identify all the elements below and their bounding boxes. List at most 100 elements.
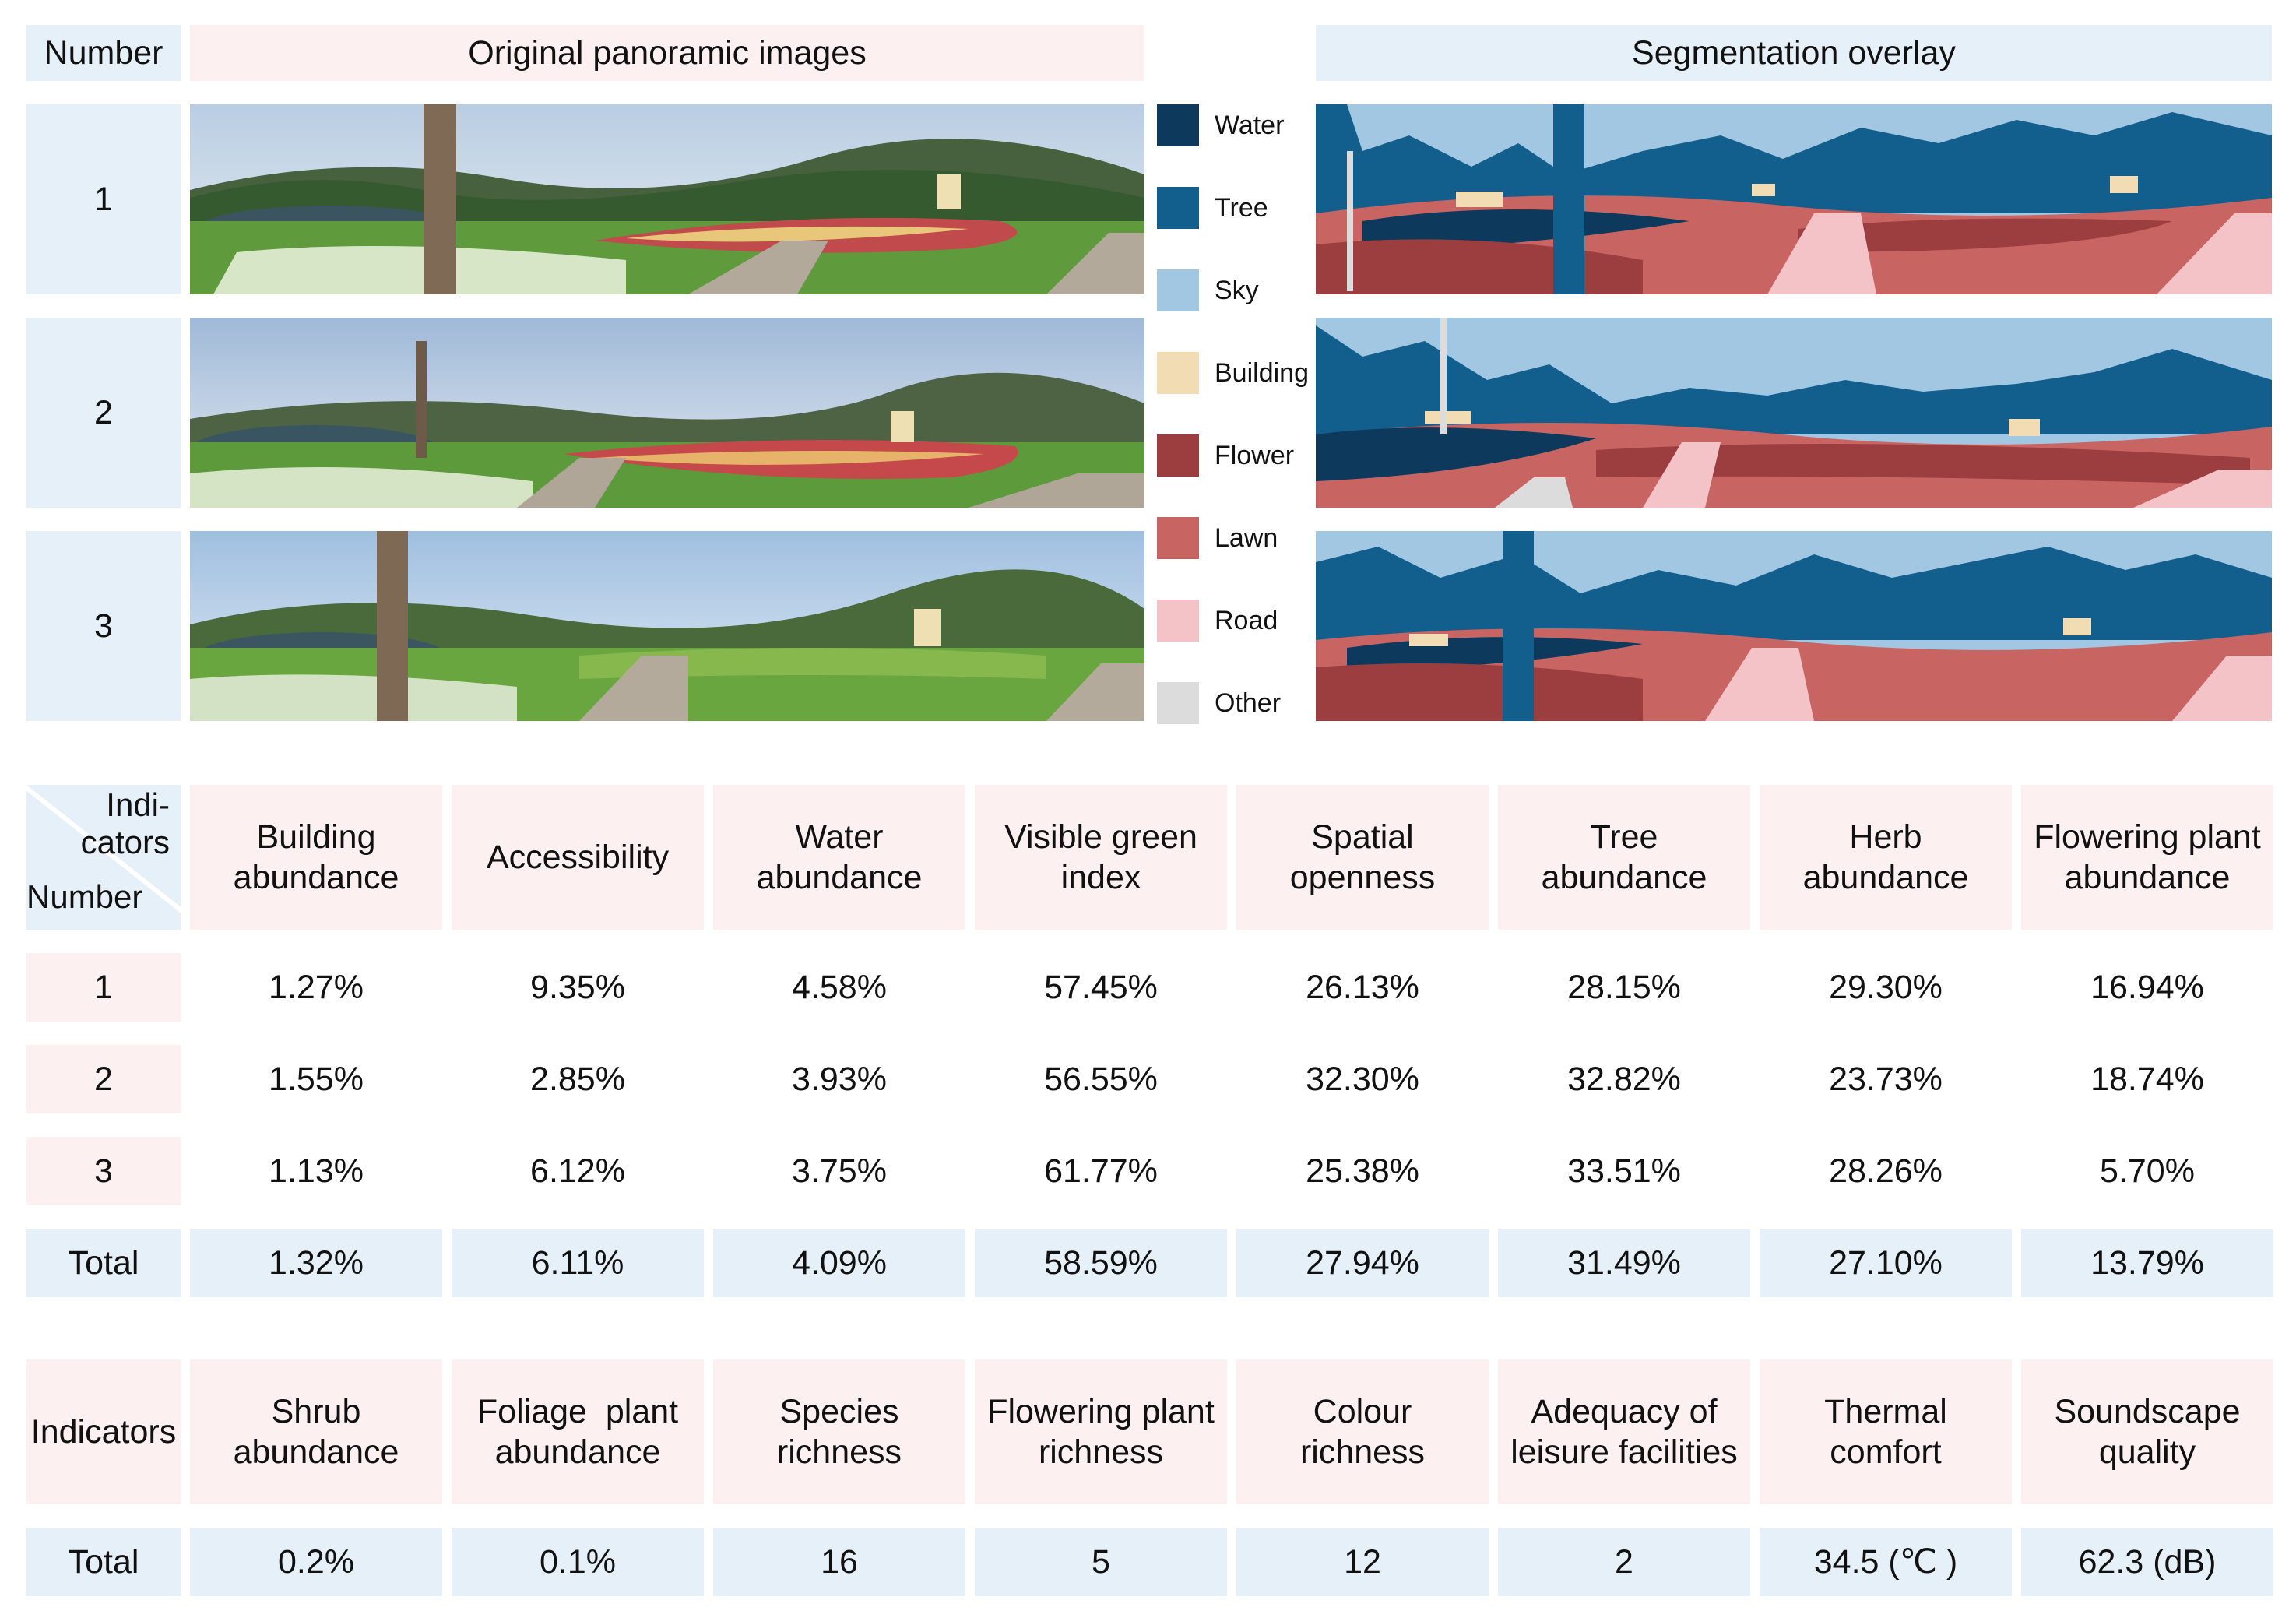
- table1-cell: 3.93%: [792, 1060, 887, 1098]
- legend-label-sky: Sky: [1215, 276, 1259, 305]
- legend-swatch-sky: [1157, 269, 1199, 311]
- table2-header-thermal-comfort: Thermal comfort: [1760, 1359, 2012, 1504]
- table1-cell: 2.85%: [530, 1060, 625, 1098]
- table1-row-label: 1: [26, 953, 181, 1022]
- table2-total-cell: 0.2%: [190, 1528, 442, 1596]
- table1-cell: 1.13%: [269, 1152, 364, 1190]
- table1-total-cell: 4.09%: [713, 1229, 965, 1297]
- legend-swatch-flower: [1157, 434, 1199, 477]
- table2-total-label: Total: [26, 1528, 181, 1596]
- legend-label-tree: Tree: [1215, 193, 1268, 223]
- table1-corner-number: Number: [26, 878, 143, 915]
- row-number-3-text: 3: [94, 607, 113, 645]
- table1-header-spatial-openness: Spatial openness: [1236, 785, 1489, 930]
- table1-cell: 16.94%: [2090, 969, 2204, 1006]
- table1-cell: 29.30%: [1829, 969, 1943, 1006]
- table1-header-flowering-plant-abundance: Flowering plant abundance: [2021, 785, 2273, 930]
- header-number-text: Number: [44, 34, 163, 72]
- legend-label-water: Water: [1215, 111, 1285, 140]
- table1-cell: 33.51%: [1567, 1152, 1681, 1190]
- table2-header-species-richness: Species richness: [713, 1359, 965, 1504]
- table1-cell: 28.26%: [1829, 1152, 1943, 1190]
- table1-cell: 32.30%: [1306, 1060, 1419, 1098]
- row-number-3: 3: [26, 531, 181, 721]
- legend-swatch-other: [1157, 682, 1199, 724]
- table1-header-water-abundance: Water abundance: [713, 785, 965, 930]
- table1-header-visible-green-index: Visible green index: [975, 785, 1227, 930]
- legend-swatch-water: [1157, 104, 1199, 146]
- table1-cell: 18.74%: [2090, 1060, 2204, 1098]
- row-number-1: 1: [26, 104, 181, 294]
- table1-cell: 56.55%: [1044, 1060, 1158, 1098]
- table1-cell: 28.15%: [1567, 969, 1681, 1006]
- table1-cell: 1.55%: [269, 1060, 364, 1098]
- table1-header-tree-abundance: Tree abundance: [1498, 785, 1750, 930]
- table2-header-foliage-plant-abundance: Foliage plant abundance: [452, 1359, 704, 1504]
- table1-header-accessibility: Accessibility: [452, 785, 704, 930]
- table1-total-cell: 13.79%: [2021, 1229, 2273, 1297]
- legend-label-road: Road: [1215, 606, 1278, 635]
- panorama-image-3: [190, 531, 1144, 721]
- table1-total-cell: 6.11%: [452, 1229, 704, 1297]
- table2-corner-indicators: Indicators: [26, 1359, 181, 1504]
- table1-cell: 23.73%: [1829, 1060, 1943, 1098]
- table1-corner-cell: Indi- cators Number: [26, 785, 181, 930]
- segmentation-legend: Water Tree Sky Building Flower Lawn Road…: [1157, 104, 1313, 727]
- table2-total-cell: 2: [1498, 1528, 1750, 1596]
- table2-header-adequacy-leisure-facilities: Adequacy of leisure facilities: [1498, 1359, 1750, 1504]
- table2-header-soundscape-quality: Soundscape quality: [2021, 1359, 2273, 1504]
- table1-row-label: 3: [26, 1137, 181, 1205]
- table1-total-cell: 27.10%: [1760, 1229, 2012, 1297]
- table2-total-cell: 0.1%: [452, 1528, 704, 1596]
- header-original-images: Original panoramic images: [190, 25, 1144, 81]
- table1-cell: 25.38%: [1306, 1152, 1419, 1190]
- legend-label-other: Other: [1215, 688, 1282, 718]
- table1-corner-indicators: Indi- cators: [80, 786, 170, 860]
- table1-total-label: Total: [26, 1229, 181, 1297]
- table1-total-cell: 58.59%: [975, 1229, 1227, 1297]
- table1-header-building-abundance: Building abundance: [190, 785, 442, 930]
- table2-total-cell: 12: [1236, 1528, 1489, 1596]
- legend-swatch-road: [1157, 600, 1199, 642]
- table1-row-label: 2: [26, 1045, 181, 1113]
- legend-swatch-tree: [1157, 187, 1199, 229]
- segmentation-image-3: [1316, 531, 2272, 721]
- panorama-image-2: [190, 318, 1144, 508]
- table1-cell: 5.70%: [2100, 1152, 2195, 1190]
- table1-cell: 6.12%: [530, 1152, 625, 1190]
- table1-cell: 9.35%: [530, 969, 625, 1006]
- segmentation-image-1: [1316, 104, 2272, 294]
- legend-swatch-lawn: [1157, 517, 1199, 559]
- table1-cell: 3.75%: [792, 1152, 887, 1190]
- header-segmentation-text: Segmentation overlay: [1632, 34, 1956, 72]
- table1-header-herb-abundance: Herb abundance: [1760, 785, 2012, 930]
- table2-total-cell: 5: [975, 1528, 1227, 1596]
- table1-total-cell: 1.32%: [190, 1229, 442, 1297]
- row-number-2-text: 2: [94, 394, 113, 431]
- table2-header-flowering-plant-richness: Flowering plant richness: [975, 1359, 1227, 1504]
- header-segmentation-overlay: Segmentation overlay: [1316, 25, 2272, 81]
- table1-total-cell: 31.49%: [1498, 1229, 1750, 1297]
- table2-header-colour-richness: Colour richness: [1236, 1359, 1489, 1504]
- table2-total-cell: 16: [713, 1528, 965, 1596]
- table2-total-cell: 62.3 (dB): [2021, 1528, 2273, 1596]
- panorama-image-1: [190, 104, 1144, 294]
- header-original-text: Original panoramic images: [468, 34, 867, 72]
- table1-cell: 57.45%: [1044, 969, 1158, 1006]
- table1-total-cell: 27.94%: [1236, 1229, 1489, 1297]
- legend-label-flower: Flower: [1215, 441, 1295, 470]
- table2-header-shrub-abundance: Shrub abundance: [190, 1359, 442, 1504]
- legend-label-lawn: Lawn: [1215, 523, 1278, 553]
- legend-label-building: Building: [1215, 358, 1309, 388]
- segmentation-image-2: [1316, 318, 2272, 508]
- table1-cell: 1.27%: [269, 969, 364, 1006]
- table1-cell: 26.13%: [1306, 969, 1419, 1006]
- header-number: Number: [26, 25, 181, 81]
- table1-cell: 4.58%: [792, 969, 887, 1006]
- table1-cell: 61.77%: [1044, 1152, 1158, 1190]
- row-number-2: 2: [26, 318, 181, 508]
- table2-total-cell: 34.5 (℃ ): [1760, 1528, 2012, 1596]
- legend-swatch-building: [1157, 352, 1199, 394]
- row-number-1-text: 1: [94, 181, 113, 218]
- table1-cell: 32.82%: [1567, 1060, 1681, 1098]
